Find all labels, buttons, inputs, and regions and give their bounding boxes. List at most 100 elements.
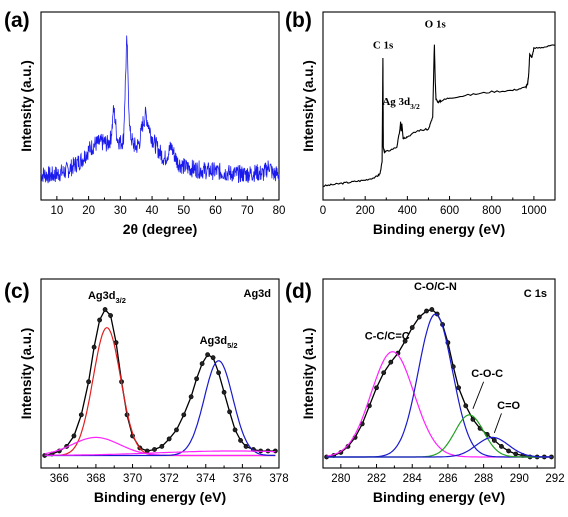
data-point xyxy=(91,344,97,350)
y-axis-label: Intensity (a.u.) xyxy=(301,60,316,152)
data-point xyxy=(159,444,165,449)
data-point xyxy=(210,355,216,361)
data-point xyxy=(205,352,210,358)
annotation: Ag3d3/2 xyxy=(88,290,126,305)
annotation-text: Ag3d xyxy=(88,290,116,302)
annotation-text: C=O xyxy=(497,400,520,412)
x-axis-label: Binding energy (eV) xyxy=(373,221,505,237)
data-point xyxy=(71,433,77,439)
x-tick-label: 376 xyxy=(233,473,252,485)
data-point xyxy=(506,448,511,454)
data-point xyxy=(409,325,415,330)
annotation-subscript: 3/2 xyxy=(115,296,125,305)
x-tick-label: 286 xyxy=(438,473,457,485)
x-tick-label: 1000 xyxy=(521,205,547,217)
data-point xyxy=(470,416,476,422)
data-point xyxy=(232,427,238,433)
y-axis-label: Intensity (a.u.) xyxy=(19,60,34,152)
fit-curve-Ag3d5-2-fit xyxy=(44,326,276,457)
annotation: C-O/C-N xyxy=(414,281,457,293)
x-tick-label: 600 xyxy=(440,205,459,217)
panel-4: 280 282 284 286 288 290 292 Binding energy (eV)… xyxy=(285,278,565,505)
corner-label: Ag3d xyxy=(244,288,272,300)
annotation-text: O 1s xyxy=(425,18,447,30)
panel-1: 10 20 30 40 50 60 70 80 2θ (degree) Intensity (a.… xyxy=(4,9,285,237)
x-tick-label: 368 xyxy=(86,473,105,485)
x-tick-label: 60 xyxy=(209,205,222,217)
annotation-arrow xyxy=(493,413,502,434)
series-line xyxy=(40,35,280,184)
fit-curve-C-O xyxy=(326,436,552,458)
data-point xyxy=(388,359,394,365)
x-tick-label: 288 xyxy=(474,473,493,485)
data-point xyxy=(102,307,108,312)
x-tick-label: 400 xyxy=(398,205,417,217)
data-point xyxy=(491,438,497,443)
y-axis-label: Intensity (a.u.) xyxy=(19,328,34,420)
x-tick-label: 200 xyxy=(356,205,375,217)
data-point xyxy=(381,370,387,376)
panel-label: (a) xyxy=(4,9,30,32)
data-point xyxy=(221,389,227,395)
data-point xyxy=(402,338,408,344)
data-point xyxy=(194,376,200,382)
data-point xyxy=(456,385,462,391)
x-tick-label: 80 xyxy=(273,205,286,217)
plot-frame xyxy=(40,278,280,469)
fit-curve-background xyxy=(44,450,276,456)
data-point xyxy=(181,412,187,418)
annotation-text: Ag3d xyxy=(200,335,228,347)
fit-curve-C-O-C-N xyxy=(326,313,552,458)
data-point xyxy=(86,379,91,385)
x-tick-label: 370 xyxy=(123,473,142,485)
annotation-text: C-O-C xyxy=(471,368,503,380)
data-point xyxy=(174,427,179,433)
x-tick-label: 70 xyxy=(241,205,254,217)
data-point xyxy=(513,451,519,457)
annotation-text: C 1s xyxy=(373,39,394,51)
data-point xyxy=(416,314,422,320)
data-point xyxy=(152,447,157,452)
annotation-subscript: 3/2 xyxy=(410,102,420,111)
annotation: Ag 3d3/2 xyxy=(382,96,420,111)
annotation: C 1s xyxy=(373,39,394,51)
plot-frame xyxy=(40,11,280,201)
annotation-text: C-O/C-N xyxy=(414,281,457,293)
panel-3: 366 368 370 372 374 376 378 Binding energy (eV)… xyxy=(4,278,289,505)
plot-frame xyxy=(322,278,556,469)
series-line-experimental xyxy=(326,308,552,458)
x-tick-label: 372 xyxy=(160,473,179,485)
data-point xyxy=(108,313,113,318)
panel-label: (d) xyxy=(285,280,312,303)
data-point xyxy=(463,403,469,409)
data-point xyxy=(144,448,150,454)
data-point xyxy=(97,317,102,323)
data-point xyxy=(499,444,504,449)
x-tick-label: 10 xyxy=(50,205,63,217)
data-point xyxy=(216,370,221,376)
annotation: O 1s xyxy=(425,18,447,30)
x-tick-label: 284 xyxy=(403,473,423,485)
data-point xyxy=(272,448,278,454)
x-tick-label: 30 xyxy=(114,205,127,217)
data-point xyxy=(424,308,429,314)
annotation-text: C-C/C=C xyxy=(365,331,410,343)
annotation: C-C/C=C xyxy=(365,331,410,343)
x-tick-label: 292 xyxy=(545,473,564,485)
series-line-experimental xyxy=(44,308,276,457)
x-tick-label: 366 xyxy=(50,473,69,485)
x-tick-label: 40 xyxy=(146,205,159,217)
data-point xyxy=(199,361,205,367)
x-tick-label: 378 xyxy=(269,473,288,485)
annotation: Ag3d5/2 xyxy=(200,335,238,350)
annotation-text: Ag 3d xyxy=(382,96,410,108)
data-point xyxy=(78,412,84,418)
series-line xyxy=(323,44,556,187)
panel-label: (c) xyxy=(4,280,30,303)
y-axis-label: Intensity (a.u.) xyxy=(301,328,316,420)
annotation-subscript: 5/2 xyxy=(227,341,237,350)
annotation: C=O xyxy=(497,400,520,412)
data-point xyxy=(227,409,232,415)
x-tick-label: 0 xyxy=(320,205,326,217)
